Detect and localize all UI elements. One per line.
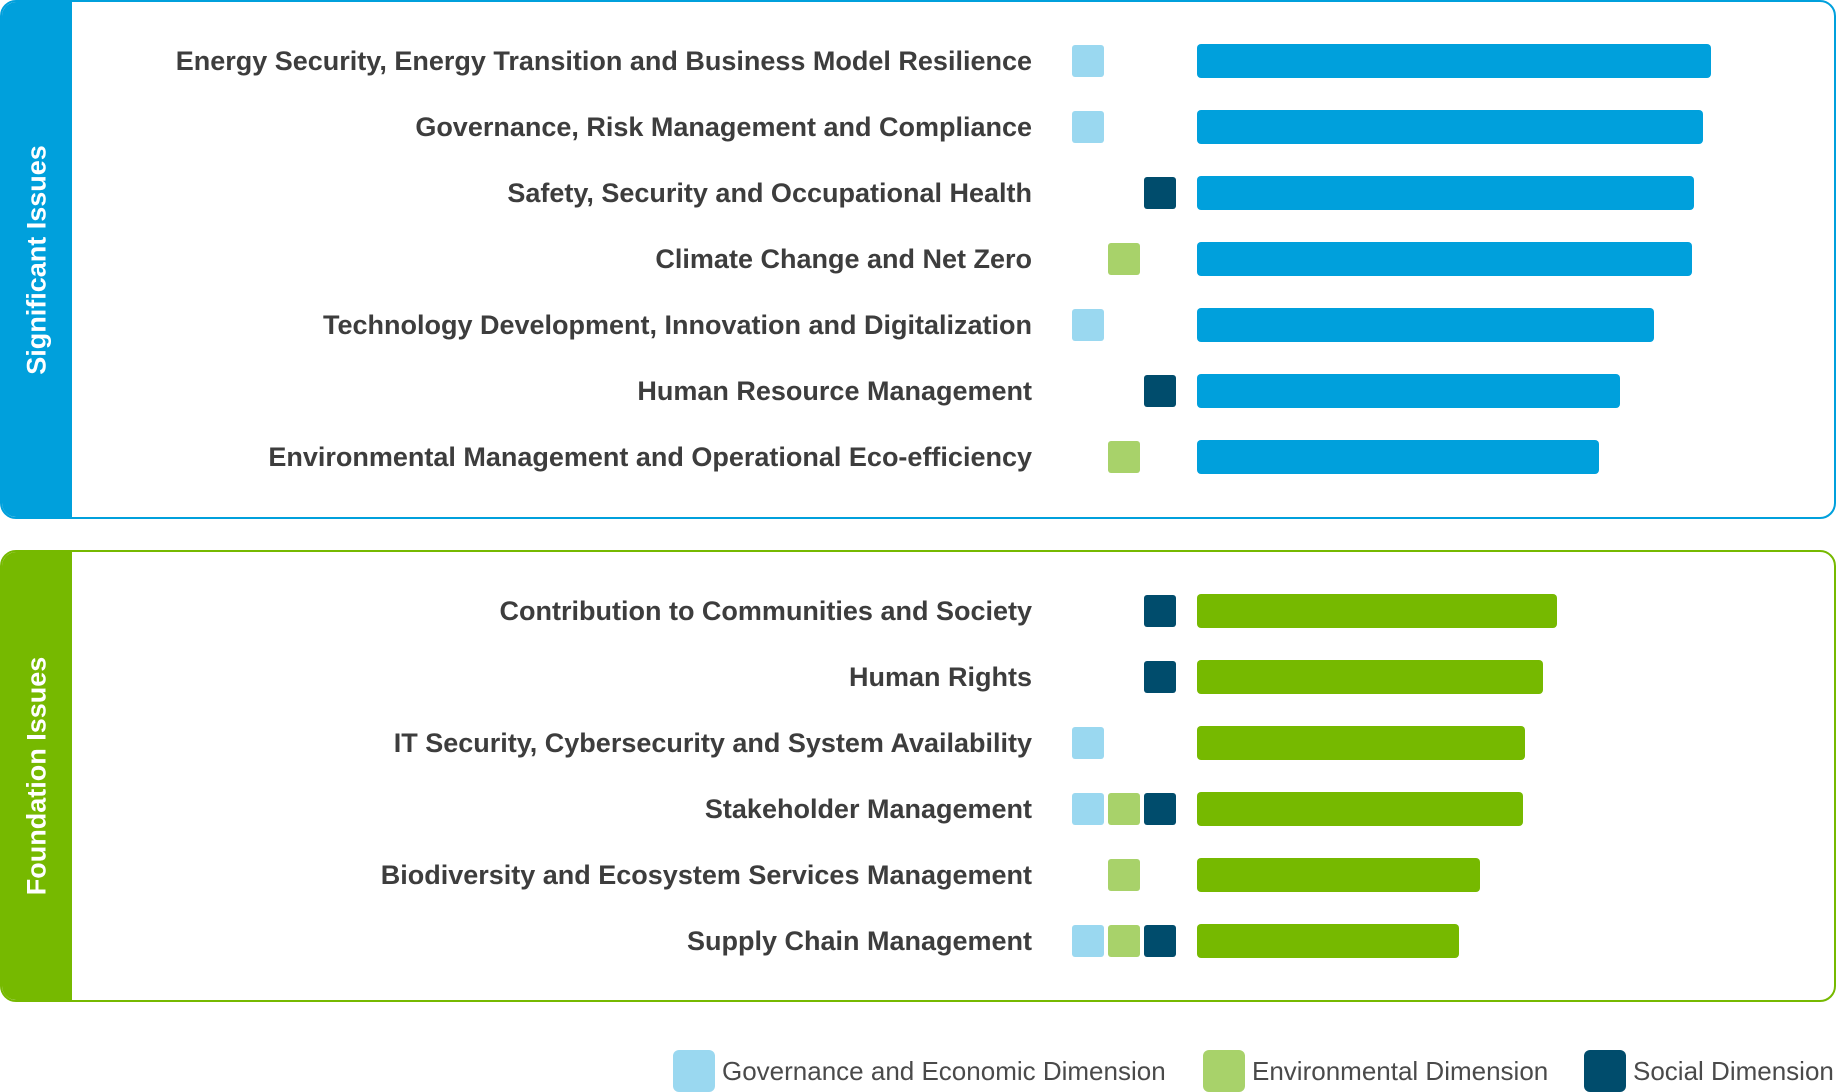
- legend: Governance and Economic Dimension Enviro…: [0, 1050, 1838, 1092]
- dimension-swatch-governance: [1072, 727, 1104, 759]
- issue-label: Climate Change and Net Zero: [655, 244, 1032, 274]
- legend-label-governance: Governance and Economic Dimension: [722, 1056, 1166, 1086]
- legend-swatch-governance: [673, 1050, 715, 1092]
- chart-row: Stakeholder Management: [0, 792, 1838, 826]
- chart-row: Climate Change and Net Zero: [0, 242, 1838, 276]
- dimension-swatch-environmental: [1108, 441, 1140, 473]
- issue-label: Biodiversity and Ecosystem Services Mana…: [380, 860, 1032, 890]
- issue-bar: [1197, 242, 1693, 276]
- legend-swatch-social: [1584, 1050, 1626, 1092]
- chart-row: Environmental Management and Operational…: [0, 440, 1838, 474]
- chart-row: IT Security, Cybersecurity and System Av…: [0, 726, 1838, 760]
- dimension-swatch-governance: [1072, 111, 1104, 143]
- issue-label: Technology Development, Innovation and D…: [322, 310, 1032, 340]
- chart-row: Technology Development, Innovation and D…: [0, 308, 1838, 342]
- issue-bar: [1197, 660, 1544, 694]
- dimension-swatch-governance: [1072, 309, 1104, 341]
- dimension-swatch-social: [1144, 925, 1176, 957]
- issue-label: Human Resource Management: [637, 376, 1032, 406]
- significant-issues-side-band: Significant Issues: [2, 2, 72, 517]
- issue-bar: [1197, 726, 1526, 760]
- issue-label: IT Security, Cybersecurity and System Av…: [393, 728, 1032, 758]
- chart-row: Human Rights: [0, 660, 1838, 694]
- legend-label-social: Social Dimension: [1633, 1056, 1834, 1086]
- chart-row: Governance, Risk Management and Complian…: [0, 110, 1838, 144]
- issue-bar: [1197, 440, 1600, 474]
- foundation-issues-panel: Foundation Issues: [0, 550, 1836, 1002]
- dimension-swatch-environmental: [1108, 793, 1140, 825]
- issue-label: Contribution to Communities and Society: [499, 596, 1033, 626]
- dimension-swatch-social: [1144, 661, 1176, 693]
- issue-label: Safety, Security and Occupational Health: [507, 178, 1032, 208]
- issue-label: Human Rights: [848, 662, 1032, 692]
- issue-bar: [1197, 308, 1654, 342]
- issue-bar: [1197, 924, 1460, 958]
- dimension-swatch-environmental: [1108, 243, 1140, 275]
- issue-label: Governance, Risk Management and Complian…: [415, 112, 1032, 142]
- dimension-swatch-social: [1144, 793, 1176, 825]
- issue-bar: [1197, 594, 1558, 628]
- chart-row: Supply Chain Management: [0, 924, 1838, 958]
- issue-bar: [1197, 792, 1524, 826]
- issue-bar: [1197, 44, 1711, 78]
- issue-label: Environmental Management and Operational…: [268, 442, 1032, 472]
- chart-row: Human Resource Management: [0, 374, 1838, 408]
- dimension-swatch-governance: [1072, 793, 1104, 825]
- issue-bar: [1197, 858, 1480, 892]
- chart-row: Biodiversity and Ecosystem Services Mana…: [0, 858, 1838, 892]
- issue-bar: [1197, 110, 1703, 144]
- dimension-swatch-social: [1144, 375, 1176, 407]
- legend-swatch-environmental: [1203, 1050, 1245, 1092]
- dimension-swatch-environmental: [1108, 925, 1140, 957]
- issue-bar: [1197, 374, 1621, 408]
- issue-label: Supply Chain Management: [686, 926, 1032, 956]
- chart-row: Energy Security, Energy Transition and B…: [0, 44, 1838, 78]
- dimension-swatch-governance: [1072, 925, 1104, 957]
- chart-row: Safety, Security and Occupational Health: [0, 176, 1838, 210]
- issue-bar: [1197, 176, 1694, 210]
- dimension-swatch-social: [1144, 177, 1176, 209]
- dimension-swatch-social: [1144, 595, 1176, 627]
- legend-label-environmental: Environmental Dimension: [1252, 1056, 1549, 1086]
- chart-row: Contribution to Communities and Society: [0, 594, 1838, 628]
- foundation-issues-side-band: Foundation Issues: [2, 552, 72, 1000]
- issue-label: Energy Security, Energy Transition and B…: [175, 46, 1032, 76]
- dimension-swatch-environmental: [1108, 859, 1140, 891]
- issue-label: Stakeholder Management: [704, 794, 1032, 824]
- dimension-swatch-governance: [1072, 45, 1104, 77]
